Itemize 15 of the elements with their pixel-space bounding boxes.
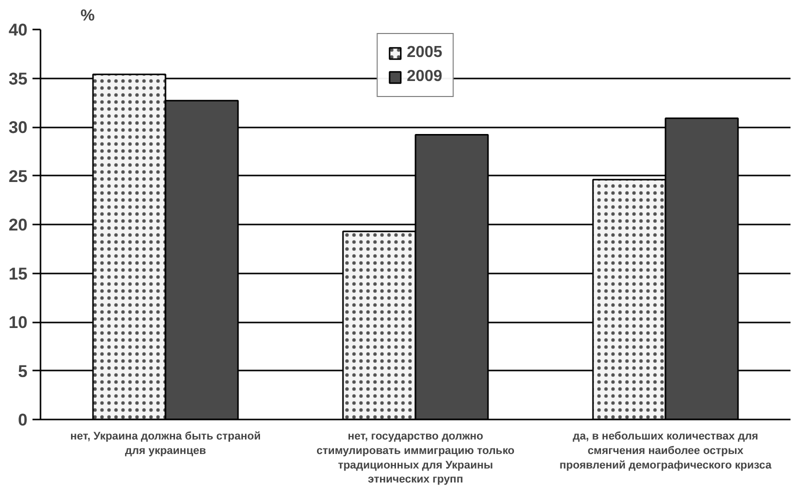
y-tick-label: 0 bbox=[18, 410, 28, 430]
y-tick-label: 30 bbox=[8, 118, 28, 137]
y-tick-label: 20 bbox=[8, 216, 28, 234]
y-tick-label: 25 bbox=[8, 166, 28, 186]
x-tick-label: да, в небольших количествах для смягчения наиболее острых проявлений демографического кризса bbox=[560, 430, 772, 472]
legend-label: 2009 bbox=[406, 68, 442, 86]
y-tick-label: 5 bbox=[18, 362, 28, 381]
y-axis-title: % bbox=[80, 8, 95, 24]
y-tick-label: 10 bbox=[8, 313, 28, 332]
x-tick-label: нет, государство должно стимулировать иммиграцию только традиционных для Украины этнических групп bbox=[316, 430, 515, 486]
x-tick-label: нет, Украина должна быть страной для украинцев bbox=[70, 430, 261, 457]
y-tick-label: 35 bbox=[8, 69, 28, 88]
y-tick-label: 40 bbox=[8, 20, 28, 40]
legend-label: 2005 bbox=[406, 44, 442, 62]
y-tick-label: 15 bbox=[8, 264, 28, 284]
